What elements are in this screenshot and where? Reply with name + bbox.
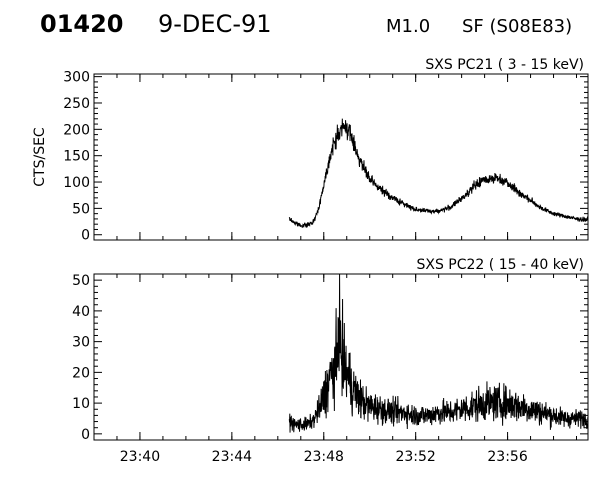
x-tick-label: 23:52 (395, 449, 435, 465)
x-tick-label: 23:40 (120, 449, 160, 465)
y-tick-label: 200 (63, 122, 90, 138)
y-axis-label: CTS/SEC (32, 127, 48, 187)
y-tick-label: 100 (63, 175, 90, 191)
y-tick-label: 300 (63, 70, 90, 86)
y-tick-label: 10 (72, 396, 90, 412)
plot-frame-1 (93, 73, 589, 241)
x-tick-label: 23:44 (212, 449, 252, 465)
y-tick-label: 50 (72, 273, 90, 289)
plot-frame-2 (93, 273, 589, 441)
y-tick-label: 150 (63, 149, 90, 165)
event-date: 9-DEC-91 (158, 10, 272, 38)
y-tick-label: 250 (63, 96, 90, 112)
event-id: 01420 (40, 10, 124, 38)
y-tick-label: 30 (72, 335, 90, 351)
y-tick-label: 0 (81, 427, 90, 443)
y-tick-label: 50 (72, 201, 90, 217)
y-tick-label: 0 (81, 228, 90, 244)
y-tick-label: 20 (72, 365, 90, 381)
series-line-2 (288, 274, 589, 433)
series-line-1 (288, 118, 589, 228)
panel-title: SXS PC22 ( 15 - 40 keV) (416, 257, 584, 273)
flare-location: SF (S08E83) (462, 16, 573, 37)
panel-title: SXS PC21 ( 3 - 15 keV) (425, 57, 584, 73)
x-tick-label: 23:56 (487, 449, 527, 465)
y-tick-label: 40 (72, 304, 90, 320)
goes-class: M1.0 (386, 16, 431, 37)
x-tick-label: 23:48 (304, 449, 344, 465)
